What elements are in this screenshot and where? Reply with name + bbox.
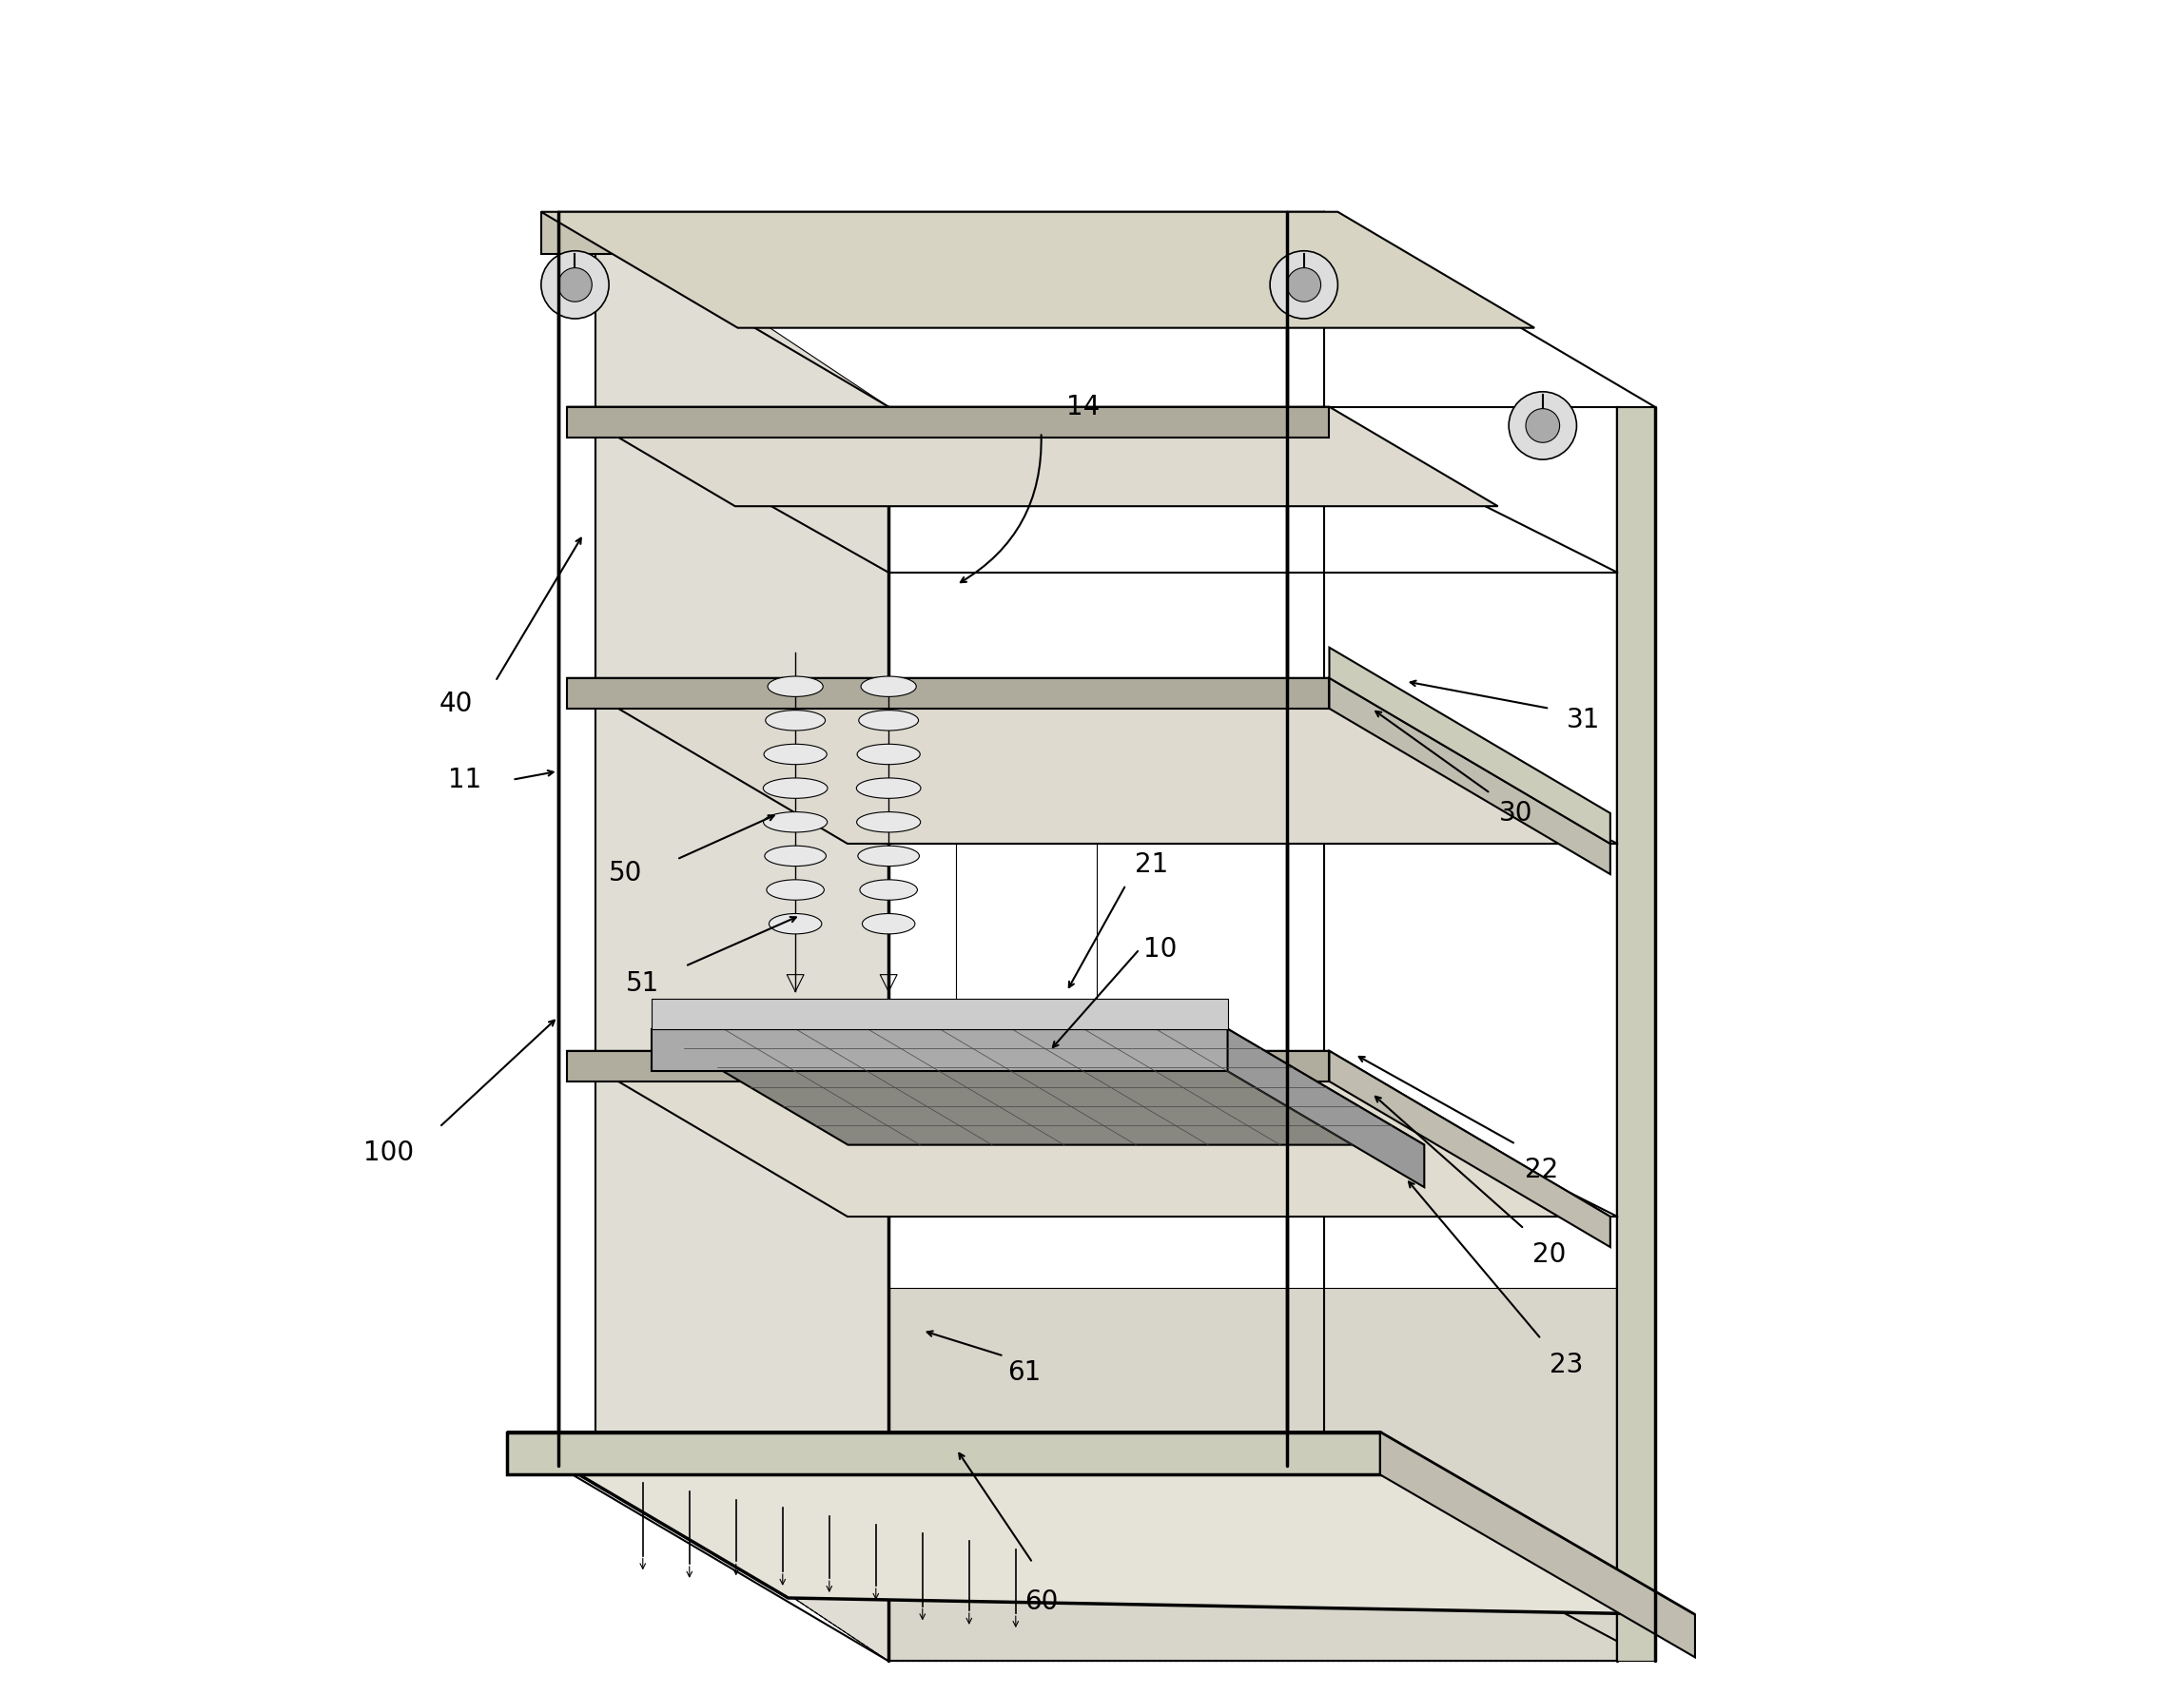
Text: 10: 10 (1142, 936, 1177, 963)
Circle shape (1286, 268, 1321, 302)
Text: 31: 31 (1566, 707, 1601, 734)
Ellipse shape (767, 880, 823, 900)
Polygon shape (1330, 1051, 1610, 1248)
Polygon shape (1380, 1432, 1695, 1658)
Text: 40: 40 (439, 690, 474, 717)
Polygon shape (889, 1288, 1618, 1661)
Polygon shape (507, 1432, 1380, 1475)
Ellipse shape (856, 744, 919, 764)
Ellipse shape (856, 778, 922, 798)
Text: 100: 100 (363, 1139, 413, 1166)
Text: 20: 20 (1533, 1241, 1566, 1268)
Text: 22: 22 (1524, 1156, 1557, 1183)
Ellipse shape (858, 846, 919, 866)
Polygon shape (651, 998, 1227, 1029)
Text: 50: 50 (609, 859, 642, 886)
Ellipse shape (860, 880, 917, 900)
Text: 60: 60 (1024, 1588, 1057, 1615)
Polygon shape (651, 1029, 1227, 1071)
Polygon shape (566, 407, 1330, 437)
Polygon shape (1227, 1029, 1424, 1186)
Polygon shape (566, 407, 1498, 507)
Text: 21: 21 (1133, 851, 1168, 878)
Circle shape (1269, 251, 1339, 319)
Ellipse shape (764, 710, 826, 731)
Polygon shape (596, 212, 889, 1661)
Polygon shape (566, 678, 1330, 709)
Text: 11: 11 (448, 766, 483, 793)
Ellipse shape (858, 710, 919, 731)
Text: 23: 23 (1551, 1351, 1583, 1378)
Polygon shape (1330, 647, 1610, 844)
Ellipse shape (764, 846, 826, 866)
Ellipse shape (856, 812, 919, 832)
Ellipse shape (764, 744, 828, 764)
Text: 61: 61 (1007, 1359, 1042, 1387)
Ellipse shape (860, 676, 917, 697)
Ellipse shape (764, 812, 828, 832)
Circle shape (1509, 392, 1577, 459)
Ellipse shape (762, 778, 828, 798)
Ellipse shape (769, 914, 821, 934)
Text: 14: 14 (1066, 393, 1101, 420)
Polygon shape (542, 212, 1339, 254)
Polygon shape (507, 1432, 1695, 1615)
Polygon shape (566, 678, 1610, 844)
Ellipse shape (769, 676, 823, 697)
Text: 30: 30 (1498, 800, 1533, 827)
Polygon shape (651, 1029, 1424, 1144)
Circle shape (559, 268, 592, 302)
Polygon shape (1330, 678, 1610, 875)
Circle shape (542, 251, 609, 319)
Circle shape (1527, 408, 1559, 442)
Polygon shape (566, 1051, 1330, 1081)
Polygon shape (542, 212, 1535, 327)
Text: 51: 51 (627, 970, 660, 997)
Ellipse shape (863, 914, 915, 934)
Polygon shape (1618, 407, 1655, 1661)
Polygon shape (566, 1051, 1610, 1217)
